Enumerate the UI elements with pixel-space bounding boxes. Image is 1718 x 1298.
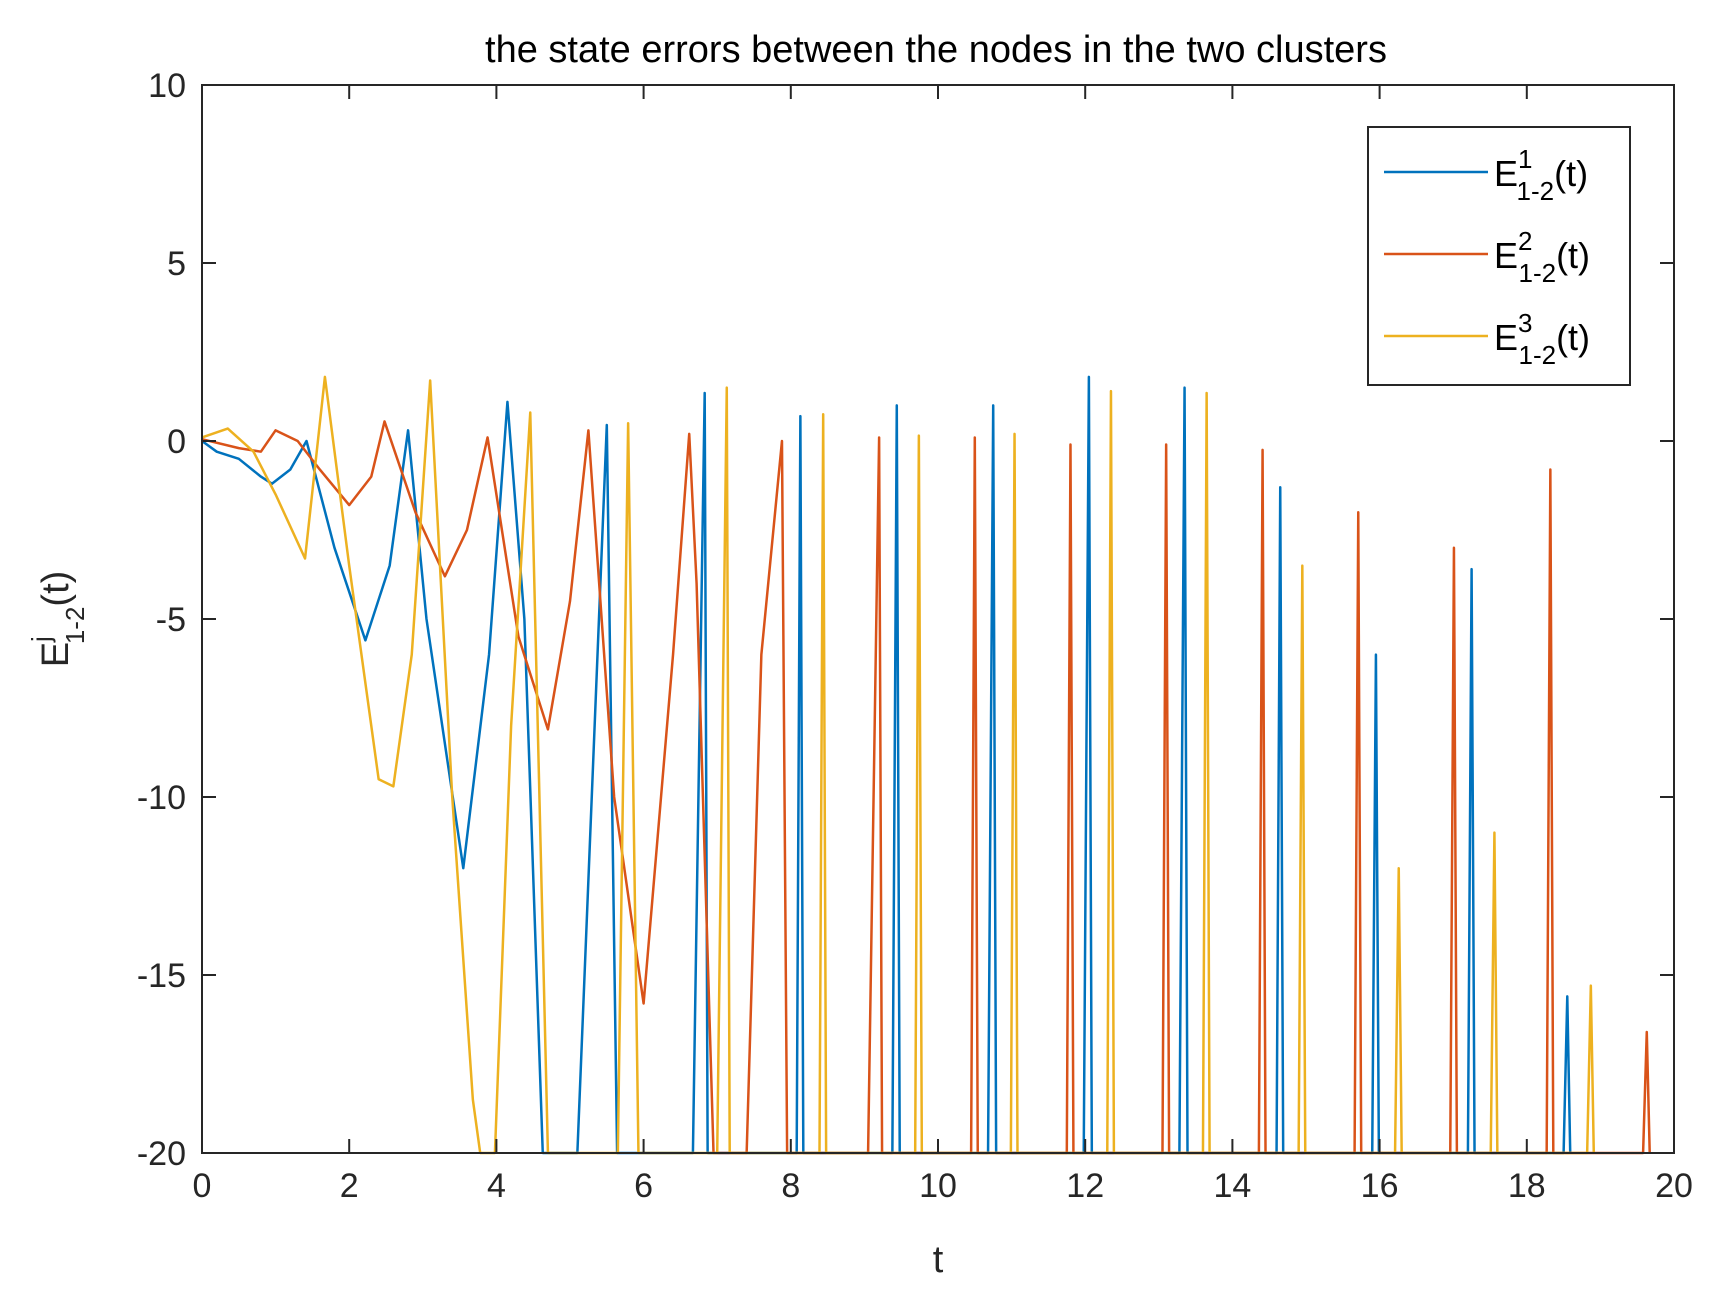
legend: E1 1-2(t) E2 1-2(t) E3 1-2(t) (1367, 126, 1631, 386)
y-tick-label: 10 (148, 67, 186, 105)
x-tick-label: 14 (1213, 1167, 1251, 1205)
y-tick-label: 0 (167, 423, 186, 461)
x-tick-label: 16 (1361, 1167, 1399, 1205)
tick-marks (201, 84, 1675, 1154)
x-tick-label: 0 (193, 1167, 212, 1205)
y-axis-label-superscript: j (26, 636, 56, 643)
y-tick-label: -5 (156, 601, 186, 639)
x-tick-label: 12 (1066, 1167, 1104, 1205)
y-axis-label-suffix: (t) (35, 571, 77, 607)
x-tick-label: 18 (1508, 1167, 1546, 1205)
x-tick-label: 8 (781, 1167, 800, 1205)
y-axis-label-subscript: 1-2 (60, 607, 90, 645)
y-tick-labels: -20 -15 -10 -5 0 5 10 (137, 67, 186, 1173)
y-tick-label: -15 (137, 957, 186, 995)
x-tick-labels: 0 2 4 6 8 10 12 14 16 18 20 (193, 1167, 1693, 1205)
x-tick-label: 4 (487, 1167, 506, 1205)
x-tick-label: 20 (1655, 1167, 1693, 1205)
y-axis-label-base: E (35, 642, 77, 667)
y-tick-label: -20 (137, 1135, 186, 1173)
y-tick-label: -10 (137, 779, 186, 817)
y-tick-label: 5 (167, 245, 186, 283)
legend-label-series-2: E2 1-2(t) (1494, 226, 1590, 288)
x-tick-label: 10 (919, 1167, 957, 1205)
x-tick-label: 2 (340, 1167, 359, 1205)
y-axis-label: Ej 1-2(t) (26, 571, 90, 668)
legend-box (1367, 126, 1631, 386)
x-axis-label: t (933, 1239, 944, 1281)
x-tick-label: 6 (634, 1167, 653, 1205)
chart-title: the state errors between the nodes in th… (485, 29, 1387, 71)
legend-label-series-3: E3 1-2(t) (1494, 308, 1590, 370)
legend-label-series-1: E1 1-2(t) (1494, 144, 1588, 206)
